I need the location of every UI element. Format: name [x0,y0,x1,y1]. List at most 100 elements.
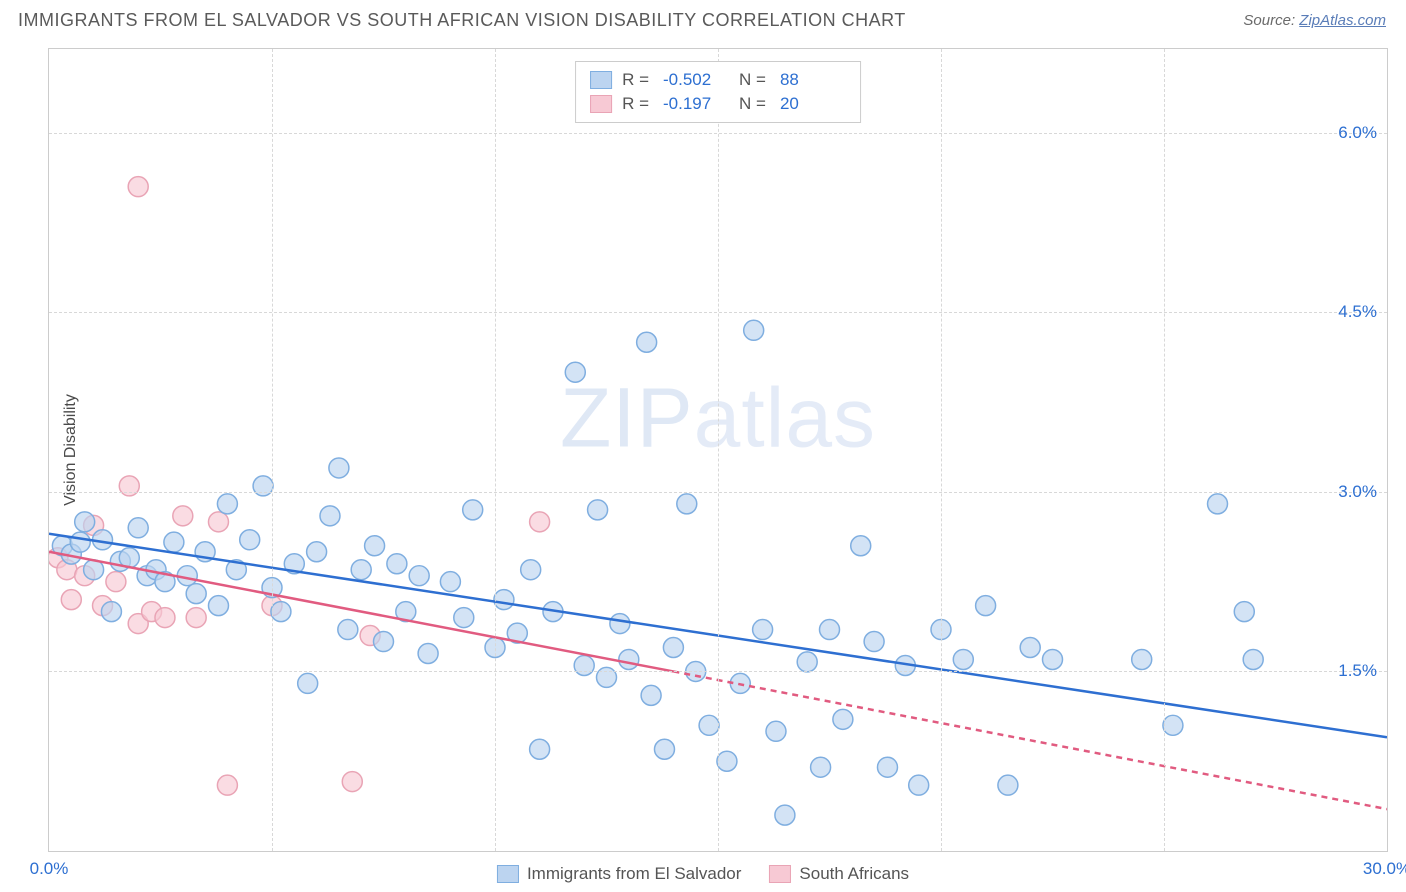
scatter-point [75,512,95,532]
scatter-point [530,512,550,532]
scatter-point [663,638,683,658]
scatter-point [271,602,291,622]
source-prefix: Source: [1243,12,1299,29]
scatter-point [155,608,175,628]
legend-item-series2: South Africans [769,864,909,884]
scatter-point [440,572,460,592]
scatter-point [106,572,126,592]
scatter-point [851,536,871,556]
n-label-2: N = [739,94,766,114]
scatter-point [811,757,831,777]
scatter-point [521,560,541,580]
scatter-point [565,362,585,382]
y-tick-label: 6.0% [1338,123,1377,143]
scatter-point [744,320,764,340]
scatter-point [298,673,318,693]
scatter-point [530,739,550,759]
gridline-v [941,49,942,851]
scatter-point [186,584,206,604]
scatter-point [342,772,362,792]
scatter-point [775,805,795,825]
scatter-point [61,590,81,610]
gridline-v [1164,49,1165,851]
swatch-series2 [590,95,612,113]
scatter-point [70,532,90,552]
bottom-legend: Immigrants from El Salvador South Africa… [497,864,909,884]
source-link[interactable]: ZipAtlas.com [1299,12,1386,29]
scatter-point [699,715,719,735]
header: IMMIGRANTS FROM EL SALVADOR VS SOUTH AFR… [0,0,1406,39]
scatter-point [1043,649,1063,669]
scatter-point [1020,638,1040,658]
scatter-point [320,506,340,526]
x-tick-label: 0.0% [30,859,69,879]
source-attribution: Source: ZipAtlas.com [1243,12,1386,29]
scatter-point [610,614,630,634]
scatter-point [186,608,206,628]
stats-row-series2: R = -0.197 N = 20 [590,92,846,116]
scatter-point [1243,649,1263,669]
scatter-point [717,751,737,771]
scatter-point [753,620,773,640]
n-value-2: 20 [780,94,836,114]
scatter-point [454,608,474,628]
scatter-point [351,560,371,580]
scatter-point [240,530,260,550]
x-tick-label: 30.0% [1363,859,1406,879]
scatter-point [164,532,184,552]
scatter-point [654,739,674,759]
gridline-v [495,49,496,851]
scatter-point [797,652,817,672]
scatter-point [998,775,1018,795]
scatter-point [619,649,639,669]
legend-label-series1: Immigrants from El Salvador [527,864,741,884]
chart-title: IMMIGRANTS FROM EL SALVADOR VS SOUTH AFR… [18,10,906,31]
y-tick-label: 3.0% [1338,482,1377,502]
swatch-series1 [590,71,612,89]
r-label-1: R = [622,70,649,90]
stats-legend-box: R = -0.502 N = 88 R = -0.197 N = 20 [575,61,861,123]
scatter-point [374,632,394,652]
plot-area: 1.5%3.0%4.5%6.0%0.0%30.0% [49,49,1387,851]
scatter-point [338,620,358,640]
scatter-point [329,458,349,478]
scatter-point [588,500,608,520]
scatter-point [877,757,897,777]
scatter-point [1208,494,1228,514]
scatter-point [766,721,786,741]
n-label-1: N = [739,70,766,90]
scatter-point [953,649,973,669]
scatter-point [418,643,438,663]
scatter-point [208,512,228,532]
scatter-point [820,620,840,640]
legend-label-series2: South Africans [799,864,909,884]
scatter-point [387,554,407,574]
y-tick-label: 4.5% [1338,302,1377,322]
legend-swatch-series2 [769,865,791,883]
scatter-point [641,685,661,705]
scatter-point [677,494,697,514]
scatter-point [307,542,327,562]
y-tick-label: 1.5% [1338,661,1377,681]
scatter-point [208,596,228,616]
scatter-point [833,709,853,729]
legend-swatch-series1 [497,865,519,883]
scatter-point [463,500,483,520]
scatter-point [637,332,657,352]
scatter-point [128,177,148,197]
scatter-point [119,476,139,496]
scatter-point [217,494,237,514]
stats-row-series1: R = -0.502 N = 88 [590,68,846,92]
r-value-2: -0.197 [663,94,719,114]
scatter-point [909,775,929,795]
scatter-point [101,602,121,622]
legend-item-series1: Immigrants from El Salvador [497,864,741,884]
chart-container: Vision Disability ZIPatlas 1.5%3.0%4.5%6… [48,48,1388,852]
r-value-1: -0.502 [663,70,719,90]
scatter-point [128,518,148,538]
gridline-v [272,49,273,851]
scatter-point [574,655,594,675]
scatter-point [864,632,884,652]
scatter-point [217,775,237,795]
scatter-point [1163,715,1183,735]
